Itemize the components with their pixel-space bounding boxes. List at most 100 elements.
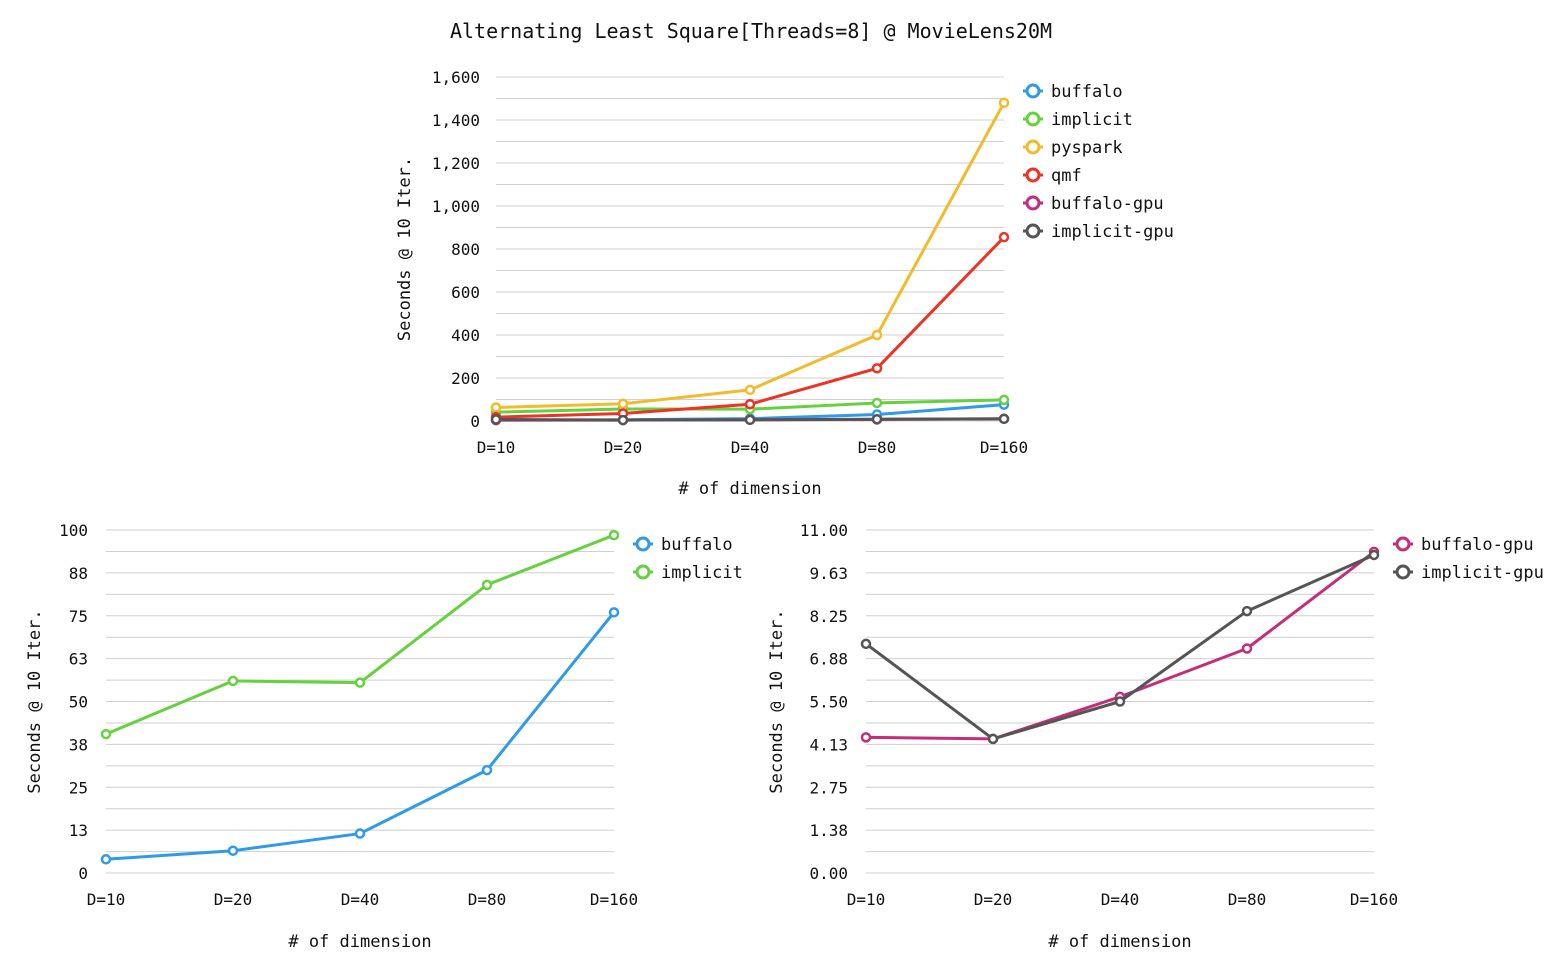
legend-swatch-marker (1395, 564, 1411, 580)
y-tick-label: 400 (451, 326, 480, 345)
x-tick-label: D=40 (341, 890, 380, 909)
legend-label: qmf (1051, 166, 1082, 186)
x-axis-title: # of dimension (1048, 932, 1191, 952)
data-point-qmf (744, 398, 756, 410)
legend-label: implicit-gpu (1051, 222, 1174, 242)
x-tick-label: D=40 (731, 438, 770, 457)
y-tick-label: 38 (69, 735, 88, 754)
legend-swatch-marker (1025, 111, 1041, 127)
legend-label: buffalo-gpu (1051, 194, 1164, 214)
data-point-pyspark (998, 97, 1010, 109)
x-tick-label: D=10 (847, 890, 886, 909)
x-tick-label: D=10 (477, 438, 516, 457)
y-tick-label: 100 (59, 521, 88, 540)
x-axis-title: # of dimension (288, 932, 431, 952)
y-axis-title: Seconds @ 10 Iter. (395, 157, 415, 341)
y-tick-label: 75 (69, 607, 88, 626)
y-tick-label: 63 (69, 650, 88, 669)
data-point-implicit-gpu (744, 414, 756, 426)
y-tick-label: 0.00 (809, 864, 848, 883)
legend-swatch-marker (1025, 83, 1041, 99)
data-point-implicit-gpu (987, 733, 999, 745)
legend-label: buffalo (661, 535, 733, 555)
x-tick-label: D=40 (1101, 890, 1140, 909)
y-tick-label: 1,200 (432, 154, 480, 173)
data-point-qmf (998, 231, 1010, 243)
x-tick-label: D=80 (858, 438, 897, 457)
x-tick-label: D=80 (1228, 890, 1267, 909)
data-point-implicit-gpu (490, 414, 502, 425)
x-tick-label: D=10 (87, 890, 126, 909)
data-point-implicit-gpu (998, 413, 1010, 425)
series-line-buffalo (104, 610, 616, 861)
y-tick-label: 0 (470, 412, 480, 431)
y-tick-label: 1,600 (432, 68, 480, 87)
y-tick-label: 13 (69, 821, 88, 840)
legend-label: buffalo-gpu (1421, 535, 1534, 555)
legend-swatch-marker (1025, 139, 1041, 155)
x-tick-label: D=20 (214, 890, 253, 909)
y-tick-label: 1,400 (432, 111, 480, 130)
data-point-implicit-gpu (1241, 605, 1253, 617)
x-axis-title: # of dimension (678, 479, 821, 499)
series-line-implicit-gpu (864, 553, 1376, 741)
data-point-pyspark (617, 398, 629, 410)
legend-swatch-marker (1395, 536, 1411, 552)
data-point-buffalo (608, 607, 620, 618)
y-tick-label: 2.75 (809, 778, 848, 797)
y-tick-label: 25 (69, 778, 88, 797)
data-point-buffalo-gpu (1241, 643, 1253, 654)
legend-swatch-marker (635, 564, 651, 580)
y-tick-label: 1,000 (432, 197, 480, 216)
data-point-pyspark (490, 402, 502, 413)
y-tick-label: 0 (78, 864, 88, 883)
y-tick-label: 800 (451, 240, 480, 259)
data-point-implicit (100, 728, 112, 740)
legend-label: implicit-gpu (1421, 563, 1544, 583)
data-point-implicit (227, 675, 239, 687)
x-tick-label: D=20 (604, 438, 643, 457)
x-tick-label: D=160 (1350, 890, 1398, 909)
data-point-buffalo (227, 845, 239, 856)
data-point-implicit-gpu (1114, 696, 1126, 707)
y-tick-label: 4.13 (809, 735, 848, 754)
y-axis-title: Seconds @ 10 Iter. (25, 609, 45, 793)
chart-title: Alternating Least Square[Threads=8] @ Mo… (450, 19, 1052, 43)
data-point-implicit (871, 397, 883, 409)
data-point-implicit-gpu (871, 413, 883, 425)
x-tick-label: D=160 (980, 438, 1028, 457)
data-point-implicit-gpu (1368, 549, 1380, 561)
data-point-pyspark (871, 329, 883, 341)
data-point-implicit (354, 677, 366, 688)
series-line-buffalo-gpu (864, 550, 1376, 741)
legend-swatch-marker (1025, 195, 1041, 211)
y-tick-label: 5.50 (809, 693, 848, 712)
x-tick-label: D=20 (974, 890, 1013, 909)
y-tick-label: 11.00 (800, 521, 848, 540)
y-tick-label: 9.63 (809, 564, 848, 583)
data-point-implicit (998, 394, 1010, 406)
y-tick-label: 600 (451, 283, 480, 302)
y-tick-label: 8.25 (809, 607, 848, 626)
data-point-implicit (608, 529, 620, 541)
data-point-implicit-gpu (617, 414, 629, 426)
legend-label: implicit (1051, 110, 1133, 130)
data-point-buffalo (354, 828, 366, 839)
series-line-implicit (104, 533, 616, 736)
x-tick-label: D=160 (590, 890, 638, 909)
y-tick-label: 50 (69, 693, 88, 712)
x-tick-label: D=80 (468, 890, 507, 909)
legend-swatch-marker (1025, 223, 1041, 239)
data-point-buffalo-gpu (860, 732, 872, 743)
legend-label: implicit (661, 563, 743, 583)
legend-swatch-marker (1025, 167, 1041, 183)
y-tick-label: 1.38 (809, 821, 848, 840)
legend-label: buffalo (1051, 82, 1123, 102)
y-tick-label: 200 (451, 369, 480, 388)
data-point-buffalo (100, 854, 112, 865)
y-tick-label: 6.88 (809, 650, 848, 669)
data-point-implicit-gpu (860, 638, 872, 650)
data-point-buffalo (481, 764, 493, 776)
